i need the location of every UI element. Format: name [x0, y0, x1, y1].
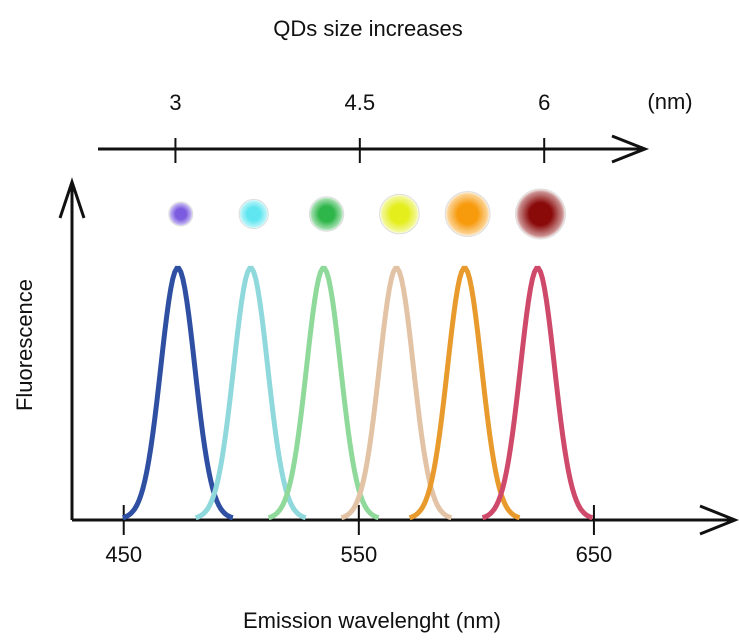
- quantum-dot: [238, 198, 269, 230]
- emission-peak: [481, 265, 594, 521]
- quantum-dot: [515, 188, 567, 240]
- quantum-dot: [168, 201, 194, 227]
- quantum-dot: [379, 193, 420, 235]
- axes: [58, 134, 739, 536]
- emission-peak: [340, 265, 453, 521]
- y-axis-label: Fluorescence: [12, 279, 37, 411]
- top-tick-label: 3: [169, 90, 181, 115]
- top-tick-label: 6: [538, 90, 550, 115]
- x-tick-label: 450: [105, 542, 142, 567]
- quantum-dot: [444, 191, 491, 237]
- x-tick-label: 550: [340, 542, 377, 567]
- top-axis-label: (nm): [647, 89, 692, 114]
- quantum-dot: [308, 196, 345, 232]
- top-tick-label: 4.5: [345, 90, 376, 115]
- x-tick-label: 650: [576, 542, 613, 567]
- chart-title: QDs size increases: [273, 16, 463, 41]
- x-axis-label: Emission wavelenght (nm): [243, 608, 501, 633]
